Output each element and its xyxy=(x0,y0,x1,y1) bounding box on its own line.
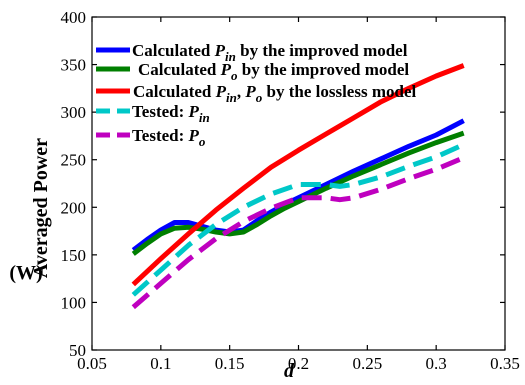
y-tick-label: 50 xyxy=(69,341,86,360)
x-tick-label: 0.05 xyxy=(77,354,107,373)
x-tick-label: 0.15 xyxy=(215,354,245,373)
series-line-4 xyxy=(131,155,465,310)
series-line-0 xyxy=(131,118,465,253)
x-tick-label: 0.2 xyxy=(288,354,309,373)
legend-label-4: Tested: Po xyxy=(132,126,206,149)
x-tick-label: 0.25 xyxy=(352,354,382,373)
legend-label-2: Calculated Pin, Po by the lossless model xyxy=(133,82,416,105)
y-tick-label: 400 xyxy=(61,8,87,27)
x-tick-label: 0.35 xyxy=(490,354,520,373)
series-lines xyxy=(131,63,465,310)
y-tick-label: 250 xyxy=(61,151,87,170)
x-tick-label: 0.3 xyxy=(426,354,447,373)
legend-label-0: Calculated Pin by the improved model xyxy=(132,41,408,64)
y-axis-unit: (W) xyxy=(9,262,42,284)
legend-label-1: Calculated Po by the improved model xyxy=(138,60,409,83)
y-tick-label: 350 xyxy=(61,56,87,75)
y-tick-label: 200 xyxy=(61,198,87,217)
axes: 0.05 0.1 0.15 0.2 0.25 0.3 0.35 50 100 150 200 250 3… xyxy=(61,8,520,373)
series-line-1 xyxy=(131,130,465,256)
legend-label-3: Tested: Pin xyxy=(132,102,210,125)
series-line-3 xyxy=(131,142,465,297)
series-line-2 xyxy=(131,63,465,287)
y-tick-label: 150 xyxy=(61,246,87,265)
y-tick-label: 300 xyxy=(61,103,87,122)
x-axis-title: d xyxy=(284,360,295,382)
legend: Calculated Pin by the improved modelCalc… xyxy=(96,41,416,149)
y-axis-title: Averaged Power xyxy=(30,138,52,278)
y-tick-label: 100 xyxy=(61,293,87,312)
x-tick-label: 0.1 xyxy=(150,354,171,373)
